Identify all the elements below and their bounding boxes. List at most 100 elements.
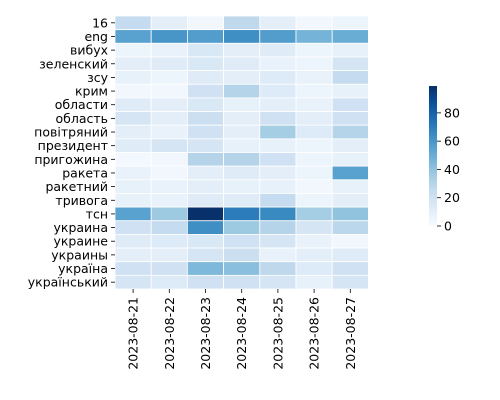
heatmap-cell xyxy=(223,179,261,194)
heatmap-cell xyxy=(331,220,369,235)
heatmap-cell xyxy=(114,97,152,112)
x-tick-label: 2023-08-21 xyxy=(126,297,141,370)
y-tick-label: зеленский xyxy=(39,56,108,71)
colorbar xyxy=(429,86,437,226)
heatmap-cell xyxy=(331,56,369,72)
heatmap-cell xyxy=(223,15,261,31)
heatmap-cell xyxy=(295,70,333,85)
heatmap-cell xyxy=(150,83,188,99)
heatmap-cell xyxy=(223,206,261,222)
heatmap-cell xyxy=(150,29,188,44)
heatmap-cell xyxy=(150,193,188,208)
heatmap-cell xyxy=(186,29,224,44)
colorbar-tick-label: 80 xyxy=(444,105,460,120)
heatmap-cell xyxy=(295,152,333,167)
heatmap-cell xyxy=(150,152,188,167)
y-tick-label: тсн xyxy=(86,206,108,221)
y-tick-label: президент xyxy=(38,138,108,153)
heatmap-cell xyxy=(331,233,369,249)
heatmap-cell xyxy=(331,111,369,126)
heatmap-cell xyxy=(259,42,297,58)
y-tick-label: повітряний xyxy=(34,125,108,140)
heatmap-cell xyxy=(186,70,224,85)
x-axis: 2023-08-21 2023-08-22 2023-08-23 2023-08-24… xyxy=(126,289,358,370)
heatmap-cell xyxy=(331,29,369,44)
heatmap-cell xyxy=(331,247,369,263)
y-tick-label: український xyxy=(28,275,108,290)
heatmap-cell xyxy=(331,206,369,222)
heatmap-cell xyxy=(114,274,152,290)
heatmap-cell xyxy=(186,97,224,112)
heatmap-cell xyxy=(259,247,297,263)
heatmap-cell xyxy=(259,29,297,44)
heatmap-cell xyxy=(150,274,188,290)
heatmap-cell xyxy=(150,111,188,126)
heatmap-cell xyxy=(150,42,188,58)
heatmap-cell xyxy=(295,206,333,222)
heatmap-cell xyxy=(259,152,297,167)
y-tick-label: область xyxy=(55,111,108,126)
heatmap-cell xyxy=(223,274,261,290)
heatmap-cell xyxy=(186,179,224,194)
y-tick-label: зсу xyxy=(87,70,109,85)
heatmap-cell xyxy=(150,138,188,153)
heatmap-cell xyxy=(331,124,369,140)
heatmap-cell xyxy=(223,261,261,276)
heatmap-cell xyxy=(114,56,152,72)
heatmap-cell xyxy=(150,220,188,235)
x-tick-label: 2023-08-23 xyxy=(198,297,213,370)
y-tick-label: вибух xyxy=(70,43,108,58)
heatmap-cell xyxy=(150,70,188,85)
heatmap-cell xyxy=(331,193,369,208)
heatmap-cell xyxy=(295,111,333,126)
heatmap-cell xyxy=(295,193,333,208)
y-tick-label: ракетний xyxy=(45,179,108,194)
heatmap-cell xyxy=(223,29,261,44)
colorbar-tick-label: 40 xyxy=(444,162,460,177)
heatmap-cell xyxy=(150,165,188,181)
y-tick-label: ракета xyxy=(62,165,108,180)
colorbar-tick-label: 20 xyxy=(444,190,460,205)
heatmap-cell xyxy=(295,15,333,31)
heatmap-cell xyxy=(150,124,188,140)
heatmap-cell xyxy=(223,152,261,167)
colorbar-tick-label: 60 xyxy=(444,134,460,149)
heatmap-cell xyxy=(259,179,297,194)
heatmap-cell xyxy=(259,220,297,235)
heatmap-cell xyxy=(331,274,369,290)
heatmap-cell xyxy=(114,111,152,126)
y-axis: 16engвибухзеленскийзсукримобластиобласть… xyxy=(28,15,115,290)
heatmap-cell xyxy=(295,138,333,153)
heatmap-cell xyxy=(186,193,224,208)
heatmap-cell xyxy=(259,83,297,99)
heatmap-cell xyxy=(186,138,224,153)
y-tick-label: украина xyxy=(54,220,109,235)
y-tick-label: украине xyxy=(53,234,108,249)
heatmap-cell xyxy=(150,97,188,112)
heatmap-cell xyxy=(331,83,369,99)
heatmap-cell xyxy=(186,274,224,290)
x-tick-label: 2023-08-27 xyxy=(343,297,358,370)
heatmap-cell xyxy=(331,152,369,167)
heatmap-cell xyxy=(259,124,297,140)
heatmap-cell xyxy=(223,42,261,58)
heatmap-cell xyxy=(331,70,369,85)
x-tick-label: 2023-08-22 xyxy=(162,297,177,370)
heatmap-cell xyxy=(114,193,152,208)
heatmap-cell xyxy=(259,56,297,72)
heatmap-cell xyxy=(150,15,188,31)
heatmap-cell xyxy=(295,220,333,235)
heatmap-cell xyxy=(295,29,333,44)
heatmap-cell xyxy=(295,274,333,290)
heatmap-cell xyxy=(114,42,152,58)
y-tick-label: области xyxy=(55,97,108,112)
y-tick-label: украины xyxy=(51,247,108,262)
heatmap-cell xyxy=(295,56,333,72)
heatmap-cell xyxy=(223,193,261,208)
heatmap-cell xyxy=(186,111,224,126)
heatmap-cell xyxy=(259,233,297,249)
heatmap-cell xyxy=(150,206,188,222)
heatmap-cell xyxy=(223,83,261,99)
heatmap-cell xyxy=(331,261,369,276)
